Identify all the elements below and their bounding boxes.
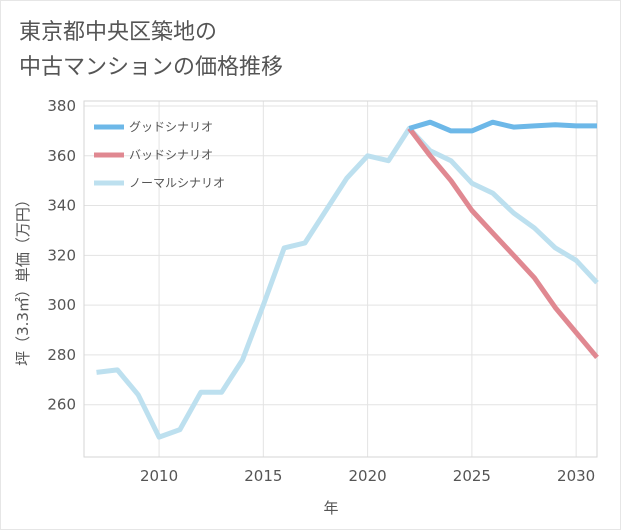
y-tick-label-260: 260 <box>47 396 76 414</box>
x-axis-ticks: 2010 2015 2020 2025 2030 <box>140 467 595 485</box>
y-tick-label-360: 360 <box>47 147 76 165</box>
chart-title: 東京都中央区築地の 中古マンションの価格推移 <box>19 15 439 85</box>
chart-title-line-2: 中古マンションの価格推移 <box>19 55 284 80</box>
chart-title-line-1: 東京都中央区築地の <box>19 20 218 45</box>
series-line-2 <box>96 125 599 440</box>
y-axis-title: 坪（3.3㎡）単価（万円） <box>14 192 32 366</box>
x-tick-label-2025: 2025 <box>453 467 491 485</box>
x-tick-label-2020: 2020 <box>349 467 387 485</box>
plot-area-border <box>83 100 598 458</box>
x-tick-label-2030: 2030 <box>557 467 595 485</box>
y-tick-label-340: 340 <box>47 197 76 215</box>
series-line-1 <box>407 126 599 360</box>
x-tick-label-2015: 2015 <box>244 467 282 485</box>
y-tick-label-380: 380 <box>47 97 76 115</box>
y-tick-label-300: 300 <box>47 296 76 314</box>
y-tick-label-320: 320 <box>47 246 76 264</box>
legend-label-2: ノーマルシナリオ <box>129 176 225 190</box>
series-layer <box>96 119 599 440</box>
y-tick-label-280: 280 <box>47 346 76 364</box>
legend-label-0: グッドシナリオ <box>129 120 213 134</box>
y-axis-ticks: 260 280 300 320 340 360 380 <box>47 97 76 414</box>
grid-lines <box>84 101 597 457</box>
x-tick-label-2010: 2010 <box>140 467 178 485</box>
legend-label-1: バッドシナリオ <box>129 148 213 162</box>
series-line-0 <box>408 119 597 134</box>
x-axis-title: 年 <box>323 499 338 517</box>
